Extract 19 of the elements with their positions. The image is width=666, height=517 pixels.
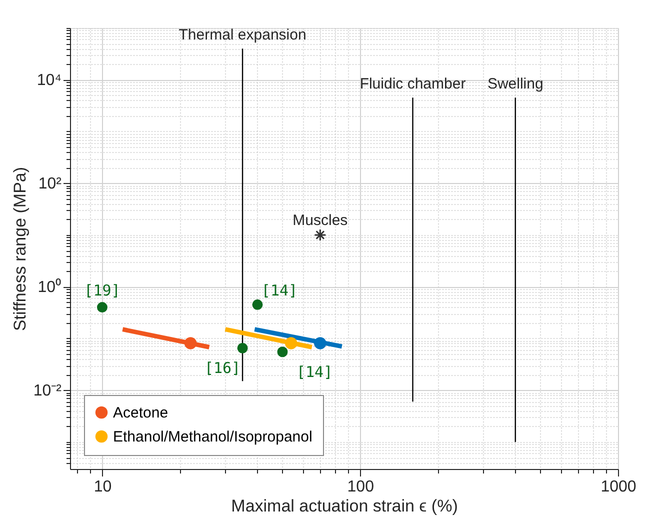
x-axis-title: Maximal actuation strain ϵ (%) [231,496,458,516]
annotation: [14] [261,282,298,300]
legend-label: Ethanol/Methanol/Isopropanol [113,428,312,446]
annotation: Fluidic chamber [360,76,466,93]
annotation: [19] [84,281,120,300]
y-tick-label: 10⁰ [38,278,62,296]
x-tick-label: 1000 [600,478,636,496]
legend-label: Acetone [113,404,168,422]
annotation: [16] [204,359,241,378]
x-tick-label: 100 [347,478,374,496]
annotation: Swelling [487,76,544,93]
annotation: Muscles [292,212,348,229]
y-tick-label: 10² [38,176,62,193]
y-tick-label: 10⁻² [33,382,62,400]
x-tick-label: 10 [94,478,112,496]
annotation: Thermal expansion [178,26,306,44]
annotation: [14] [296,362,333,381]
y-tick-label: 10⁴ [36,72,62,90]
y-axis-title: Stiffness range (MPa) [10,166,30,332]
